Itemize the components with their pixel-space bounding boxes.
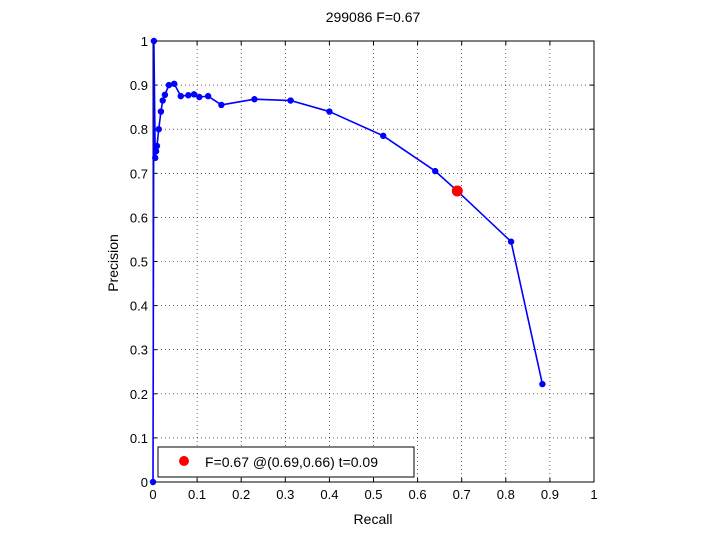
legend-label: F=0.67 @(0.69,0.66) t=0.09 xyxy=(205,454,378,470)
data-point xyxy=(155,126,162,133)
data-point xyxy=(185,92,192,99)
data-point xyxy=(159,97,166,104)
data-point xyxy=(287,97,294,104)
data-point xyxy=(165,81,173,89)
y-tick-label: 0.2 xyxy=(130,387,148,402)
data-point xyxy=(251,96,258,103)
x-tick-label: 0.4 xyxy=(320,487,338,502)
x-tick-label: 0.1 xyxy=(188,487,206,502)
x-axis-label: Recall xyxy=(354,511,393,527)
data-point xyxy=(177,92,184,100)
y-axis-label: Precision xyxy=(105,234,121,292)
data-point xyxy=(150,37,158,45)
data-point xyxy=(204,92,212,100)
x-tick-label: 0.7 xyxy=(453,487,471,502)
data-point xyxy=(161,91,169,99)
legend: F=0.67 @(0.69,0.66) t=0.09 xyxy=(157,446,415,478)
y-tick-label: 0.5 xyxy=(130,255,148,270)
y-tick-label: 0.4 xyxy=(130,299,148,314)
y-tick-label: 0.7 xyxy=(130,166,148,181)
y-tick-label: 0.9 xyxy=(130,78,148,93)
y-tick-label: 0.3 xyxy=(130,343,148,358)
x-tick-label: 0.5 xyxy=(364,487,382,502)
highlight-layer xyxy=(451,185,463,197)
best-f-point xyxy=(451,185,463,197)
x-axis-ticks: 0 0.1 0.2 0.3 0.4 0.5 0.6 0.7 0.8 0.9 1 xyxy=(149,41,598,502)
grid-lines xyxy=(153,41,594,482)
chart-title: 299086 F=0.67 xyxy=(326,9,421,25)
x-tick-label: 1 xyxy=(590,487,597,502)
data-point xyxy=(507,238,515,245)
data-point xyxy=(326,108,333,115)
data-point xyxy=(149,478,157,486)
y-tick-label: 0 xyxy=(141,475,148,490)
x-tick-label: 0.6 xyxy=(409,487,427,502)
data-point xyxy=(539,380,546,388)
x-tick-label: 0.2 xyxy=(232,487,250,502)
data-point xyxy=(170,80,178,87)
data-point xyxy=(157,108,165,115)
legend-marker xyxy=(179,456,189,466)
data-point xyxy=(153,142,161,150)
data-point xyxy=(218,101,225,109)
data-point xyxy=(190,91,198,98)
data-point xyxy=(380,132,387,140)
data-point xyxy=(432,167,439,175)
y-axis-ticks: 0 0.1 0.2 0.3 0.4 0.5 0.6 0.7 0.8 0.9 1 xyxy=(130,34,594,490)
data-point xyxy=(152,148,160,155)
x-tick-label: 0.3 xyxy=(276,487,294,502)
legend-box xyxy=(157,446,415,478)
x-tick-label: 0.8 xyxy=(497,487,515,502)
x-tick-label: 0 xyxy=(149,487,156,502)
y-tick-label: 0.1 xyxy=(130,431,148,446)
y-tick-label: 1 xyxy=(141,34,148,49)
x-tick-label: 0.9 xyxy=(541,487,559,502)
y-tick-label: 0.8 xyxy=(130,122,148,137)
y-tick-label: 0.6 xyxy=(130,210,148,225)
data-point xyxy=(152,154,159,162)
data-point xyxy=(196,93,203,101)
